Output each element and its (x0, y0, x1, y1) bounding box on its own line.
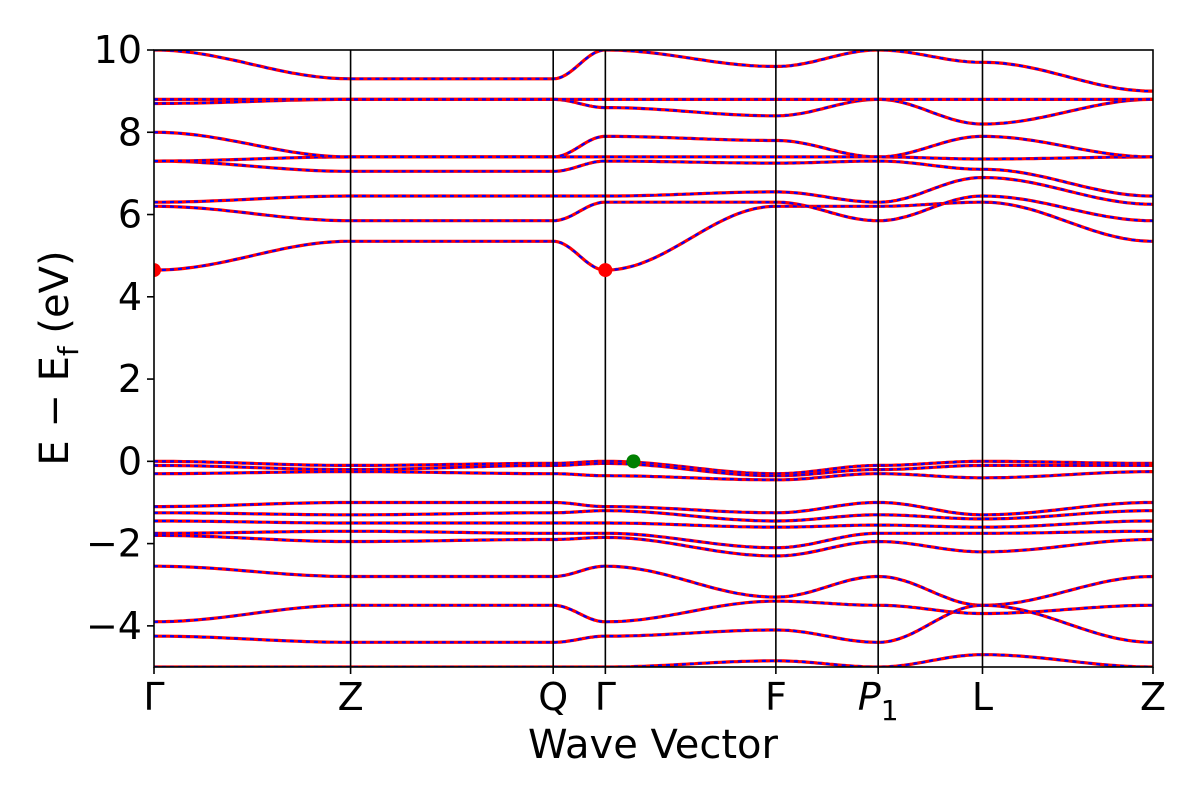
band-9-dashed (154, 460, 1153, 475)
band-5-solid (154, 130, 1153, 159)
band-2-dashed (154, 176, 1153, 206)
band-13-dashed (154, 509, 1153, 523)
x-tick-label-2: Q (538, 675, 568, 719)
y-axis-title-sub: f (52, 345, 85, 356)
plot-frame (153, 49, 1154, 668)
band-12-dashed (154, 501, 1153, 516)
band-1-dashed (154, 194, 1153, 222)
band-16-dashed (154, 534, 1153, 557)
band-20-dashed (154, 653, 1153, 667)
y-tick-label-2: 0 (118, 439, 142, 483)
band-19-solid (154, 603, 1153, 644)
y-axis-title-unit-text: (eV) (32, 250, 78, 333)
x-tick-label-0: Γ (143, 675, 164, 719)
x-tick-label-7: Z (1140, 675, 1166, 719)
x-axis-ticks: Γ Z Q Γ F P1 L Z (143, 667, 1166, 727)
band-8-dashed (154, 50, 1153, 93)
y-tick-label-4: 4 (118, 275, 142, 319)
band-15-dashed (154, 530, 1153, 549)
y-tick-label-7: 10 (94, 28, 142, 72)
marker-0 (154, 263, 161, 278)
band-6-solid (154, 97, 1153, 126)
x-tick-label-5: P1 (858, 675, 899, 727)
y-tick-label-5: 6 (118, 193, 142, 237)
band-1-solid (154, 194, 1153, 223)
marker-2 (626, 454, 641, 469)
band-8-solid (154, 50, 1153, 93)
band-6-dashed (154, 98, 1153, 126)
band-18-dashed (154, 600, 1153, 623)
band-2-solid (154, 175, 1153, 206)
kpoint-lines (349, 50, 984, 667)
band-14-dashed (154, 519, 1153, 529)
band-17-solid (154, 564, 1153, 607)
markers-layer (154, 263, 641, 469)
y-tick-label-6: 8 (118, 110, 142, 154)
y-axis-title-unit (32, 334, 78, 347)
band-5-dashed (154, 131, 1153, 158)
band-4-dashed (154, 155, 1153, 163)
band-16-solid (154, 533, 1153, 558)
y-tick-label-1: −2 (86, 522, 142, 566)
y-axis-title: E − Ef (eV) (32, 250, 85, 465)
y-tick-label-3: 2 (118, 357, 142, 401)
band-11-dashed (154, 470, 1153, 481)
band-0-dashed (154, 201, 1153, 272)
y-axis-ticks: −4 −2 0 2 4 6 8 10 (86, 28, 154, 648)
band-17-dashed (154, 565, 1153, 607)
band-3-dashed (154, 160, 1153, 198)
marker-1 (598, 263, 613, 278)
y-tick-label-0: −4 (86, 604, 142, 648)
y-axis-title-main: E − E (32, 356, 78, 466)
x-tick-label-4: F (765, 675, 787, 719)
bands-layer (154, 50, 1153, 667)
x-axis-title: Wave Vector (528, 722, 779, 768)
x-tick-label-3: Γ (595, 675, 616, 719)
x-tick-label-1: Z (338, 675, 364, 719)
band-19-dashed (154, 604, 1153, 644)
band-10-dashed (154, 462, 1153, 477)
x-tick-label-6: L (972, 675, 993, 719)
band-0-solid (154, 200, 1153, 272)
